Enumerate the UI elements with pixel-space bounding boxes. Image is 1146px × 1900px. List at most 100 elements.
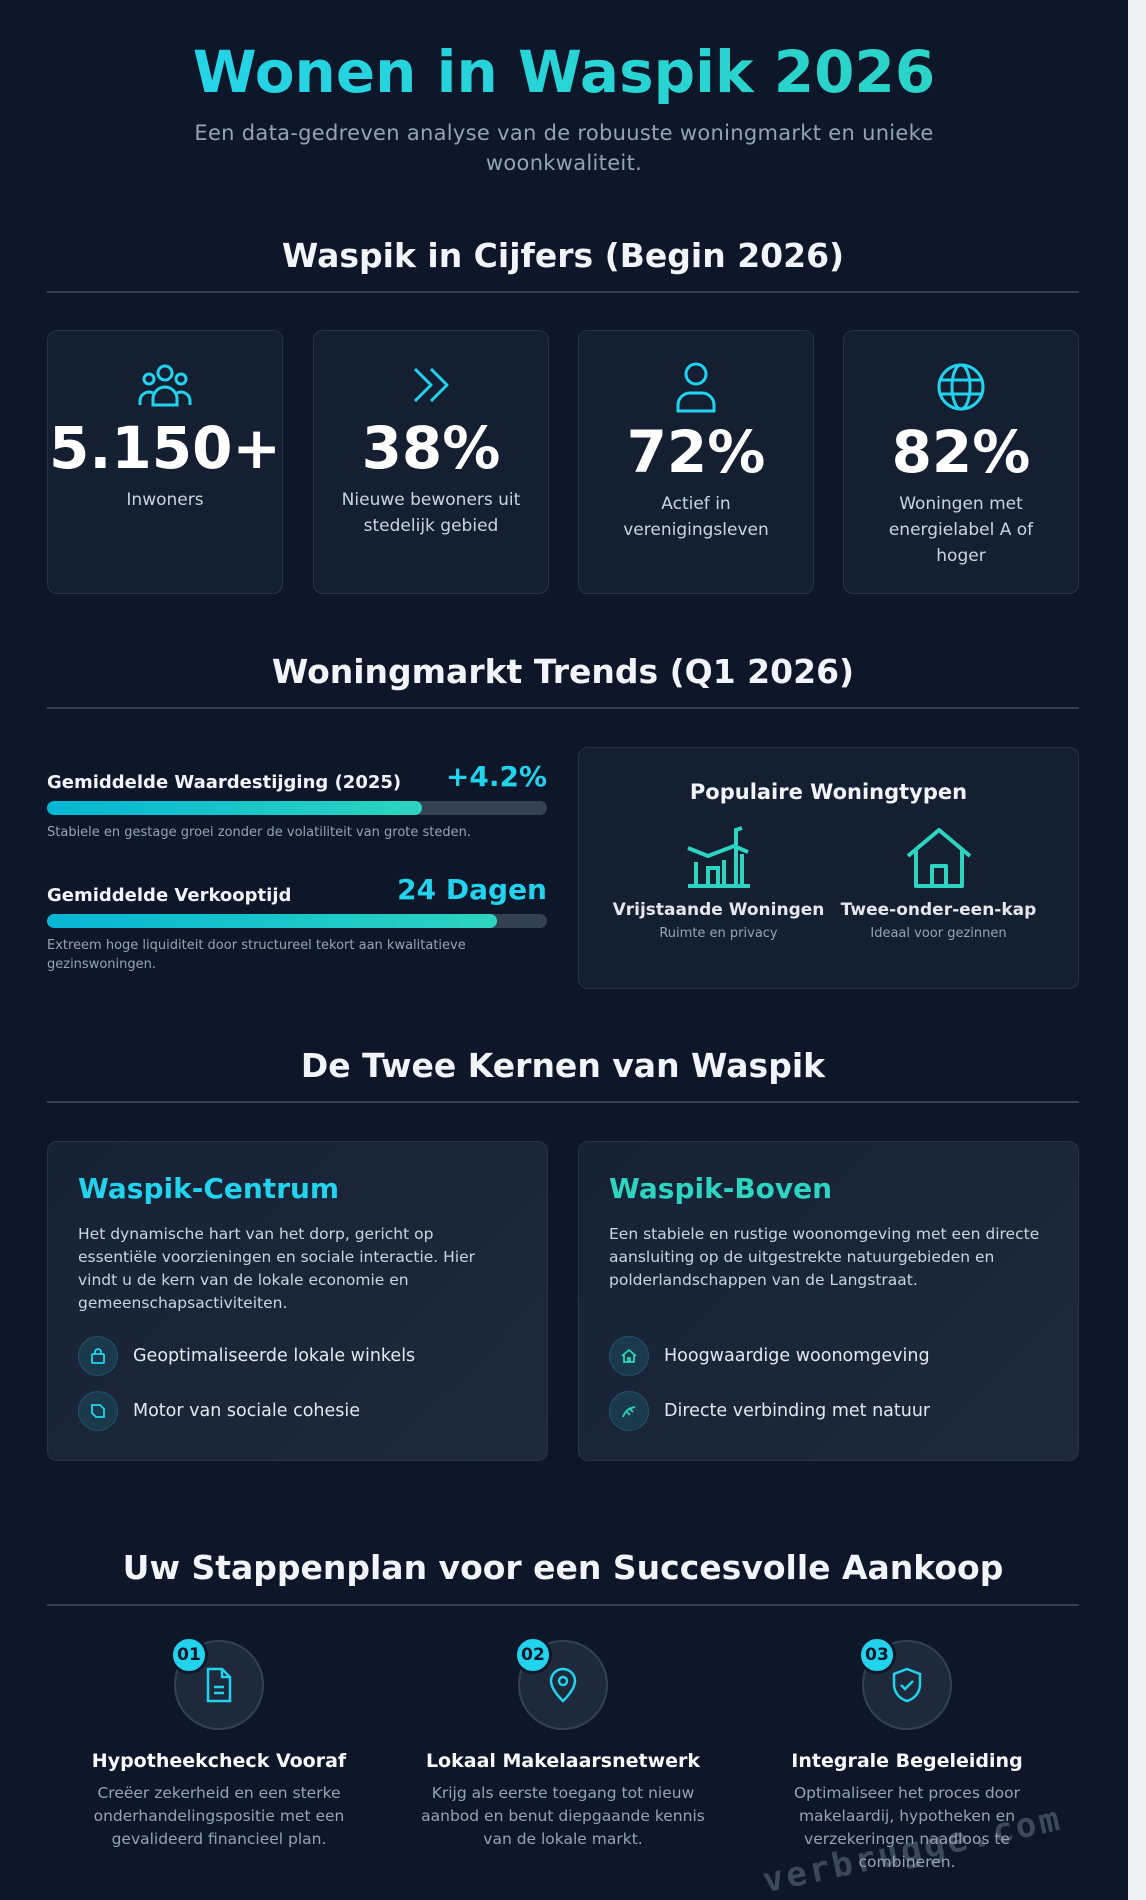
step-title: Hypotheekcheck Vooraf [91, 1750, 347, 1772]
element [557, 1675, 569, 1687]
element [627, 1357, 631, 1362]
type-note: Ruimte en privacy [659, 926, 778, 941]
element [78, 1391, 118, 1431]
divider [47, 1101, 1079, 1103]
element [892, 1667, 922, 1703]
step-icon: 03 [858, 1636, 952, 1730]
type-note: Ideaal voor gezinnen [870, 926, 1007, 941]
element [622, 1406, 636, 1418]
element [413, 367, 433, 403]
step: 01 Hypotheekcheck Vooraf Creëer zekerhei… [47, 1636, 391, 1851]
element [214, 1669, 230, 1695]
stat-value: 72% [626, 418, 766, 486]
element [929, 864, 948, 886]
element [900, 1680, 914, 1691]
feature-text: Hoogwaardige woonomgeving [664, 1346, 930, 1366]
scrollbar-track [1128, 0, 1146, 1900]
stat-label: Nieuwe bewoners uit stedelijk gebied [341, 490, 521, 536]
step-title: Integrale Begeleiding [791, 1750, 1023, 1772]
icon-person [676, 362, 716, 413]
feature: Hoogwaardige woonomgeving [609, 1336, 930, 1376]
icon [91, 1348, 105, 1364]
feature-text: Geoptimaliseerde lokale winkels [133, 1346, 416, 1366]
element [549, 1667, 577, 1703]
icon [206, 1667, 232, 1703]
metric-note: Extreem hoge liquiditeit door structuree… [47, 938, 466, 972]
progress-fill [47, 914, 497, 928]
element [940, 378, 982, 396]
icon-chevrons [413, 367, 449, 403]
stat-label: Inwoners [126, 490, 204, 510]
element: Gemiddelde Waardestijging (2025) +4.2% [47, 760, 547, 793]
step-text: Optimaliseer het proces door makelaardij… [793, 1784, 1021, 1871]
stat-card: 38% Nieuwe bewoners uit stedelijk gebied [313, 330, 549, 594]
popular-types-card: Populaire Woningtypen Vrijstaande Woning… [578, 747, 1079, 989]
element [91, 1353, 105, 1364]
icon-people [138, 364, 192, 407]
element [609, 1336, 649, 1376]
element: Vrijstaande Woningen Ruimte en privacy [609, 826, 829, 941]
element: Twee-onder-een-kap Ideaal voor gezinnen [829, 826, 1049, 941]
type-name: Twee-onder-een-kap [840, 900, 1037, 920]
metric-value: 24 Dagen [397, 873, 547, 906]
element [693, 826, 744, 886]
element [142, 372, 156, 386]
section-heading: Woningmarkt Trends (Q1 2026) [271, 652, 855, 691]
step-text: Krijg als eerste toegang tot nieuw aanbo… [421, 1784, 705, 1848]
stat-card: 82% Woningen met energielabel A of hoger [843, 330, 1079, 594]
element: Vrijstaande Woningen Ruimte en privacy T… [579, 826, 1078, 941]
stat-value: 5.150+ [48, 414, 282, 482]
element [176, 390, 192, 405]
element [94, 1348, 102, 1354]
metric-value: +4.2% [445, 760, 547, 793]
element: Gemiddelde Verkooptijd 24 Dagen [47, 873, 547, 906]
element [686, 843, 749, 859]
step-number: 01 [170, 1636, 208, 1674]
progress-track [47, 914, 547, 928]
step-title: Lokaal Makelaarsnetwerk [425, 1750, 701, 1772]
core-card: Waspik-Boven Een stabiele en rustige woo… [578, 1141, 1079, 1461]
feature: Motor van sociale cohesie [78, 1391, 360, 1431]
element [950, 363, 972, 411]
core-card: Waspik-Centrum Het dynamische hart van h… [47, 1141, 548, 1461]
feature: Geoptimaliseerde lokale winkels [78, 1336, 415, 1376]
feature-text: Directe verbinding met natuur [664, 1401, 931, 1421]
stat-value: 38% [361, 414, 501, 482]
icon [549, 1667, 577, 1703]
section-heading: De Twee Kernen van Waspik [300, 1046, 826, 1085]
core-name: Waspik-Boven [609, 1172, 833, 1205]
page-subtitle: Een data-gedreven analyse van de robuust… [194, 121, 934, 175]
step-number: 03 [858, 1636, 896, 1674]
section-heading: Waspik in Cijfers (Begin 2026) [281, 236, 845, 275]
stat-label: Woningen met energielabel A of hoger [888, 494, 1034, 566]
stat-value: 82% [891, 418, 1031, 486]
element [676, 391, 716, 413]
icon [91, 1404, 105, 1418]
step-number: 02 [514, 1636, 552, 1674]
element [151, 385, 179, 407]
divider [47, 1604, 1079, 1606]
progress-fill [47, 801, 422, 815]
element [623, 1355, 635, 1363]
element [174, 372, 188, 386]
metric-label: Gemiddelde Waardestijging (2025) [47, 772, 402, 793]
step-icon: 02 [514, 1636, 608, 1730]
metric-label: Gemiddelde Verkooptijd [47, 885, 292, 906]
element [138, 390, 154, 405]
element [91, 1404, 105, 1418]
stat-label: Actief in verenigingsleven [623, 494, 769, 540]
divider [47, 707, 1079, 709]
icon [892, 1667, 922, 1703]
metric: Gemiddelde Waardestijging (2025) +4.2% S… [47, 760, 547, 842]
progress-track [47, 801, 547, 815]
icon [621, 1348, 637, 1363]
metric: Gemiddelde Verkooptijd 24 Dagen Extreem … [47, 873, 547, 974]
element [625, 1407, 634, 1416]
section-heading: Uw Stappenplan voor een Succesvolle Aank… [122, 1548, 1004, 1587]
stat-card: 72% Actief in verenigingsleven [578, 330, 814, 594]
element [621, 1348, 637, 1357]
metric-note: Stabiele en gestage groei zonder de vola… [47, 825, 471, 840]
icon-globe [937, 363, 985, 411]
